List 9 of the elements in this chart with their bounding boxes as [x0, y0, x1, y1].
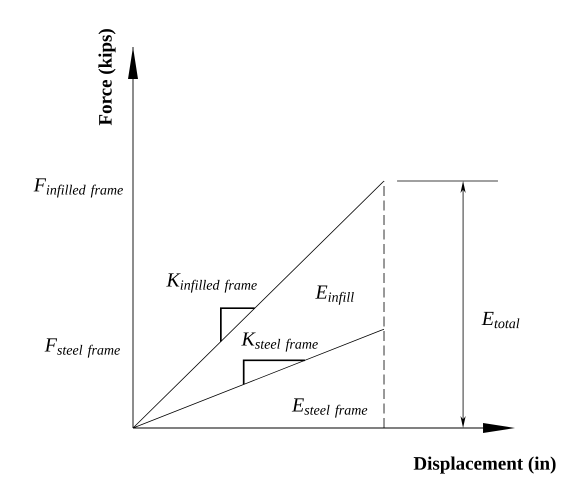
- annotation: $\mathit{E}_{\mathit{total}}$: [482, 312, 520, 328]
- annotation: $\mathit{E}_{\mathit{steel\ frame}}$: [292, 398, 368, 418]
- x-axis-title: Displacement (in): [414, 456, 556, 474]
- annotation: $\mathit{F}_{\mathit{infilled\ frame}}$: [34, 178, 123, 198]
- y-axis-title: Force (kips): [98, 29, 116, 126]
- annotation: $\mathit{F}_{\mathit{steel\ frame}}$: [44, 338, 120, 358]
- annotation: $\mathit{K}_{\mathit{infilled\ frame}}$: [166, 273, 257, 293]
- annotation: $\mathit{E}_{\mathit{infill}}$: [315, 286, 354, 305]
- annotation: $\mathit{K}_{\mathit{steel\ frame}}$: [241, 332, 318, 352]
